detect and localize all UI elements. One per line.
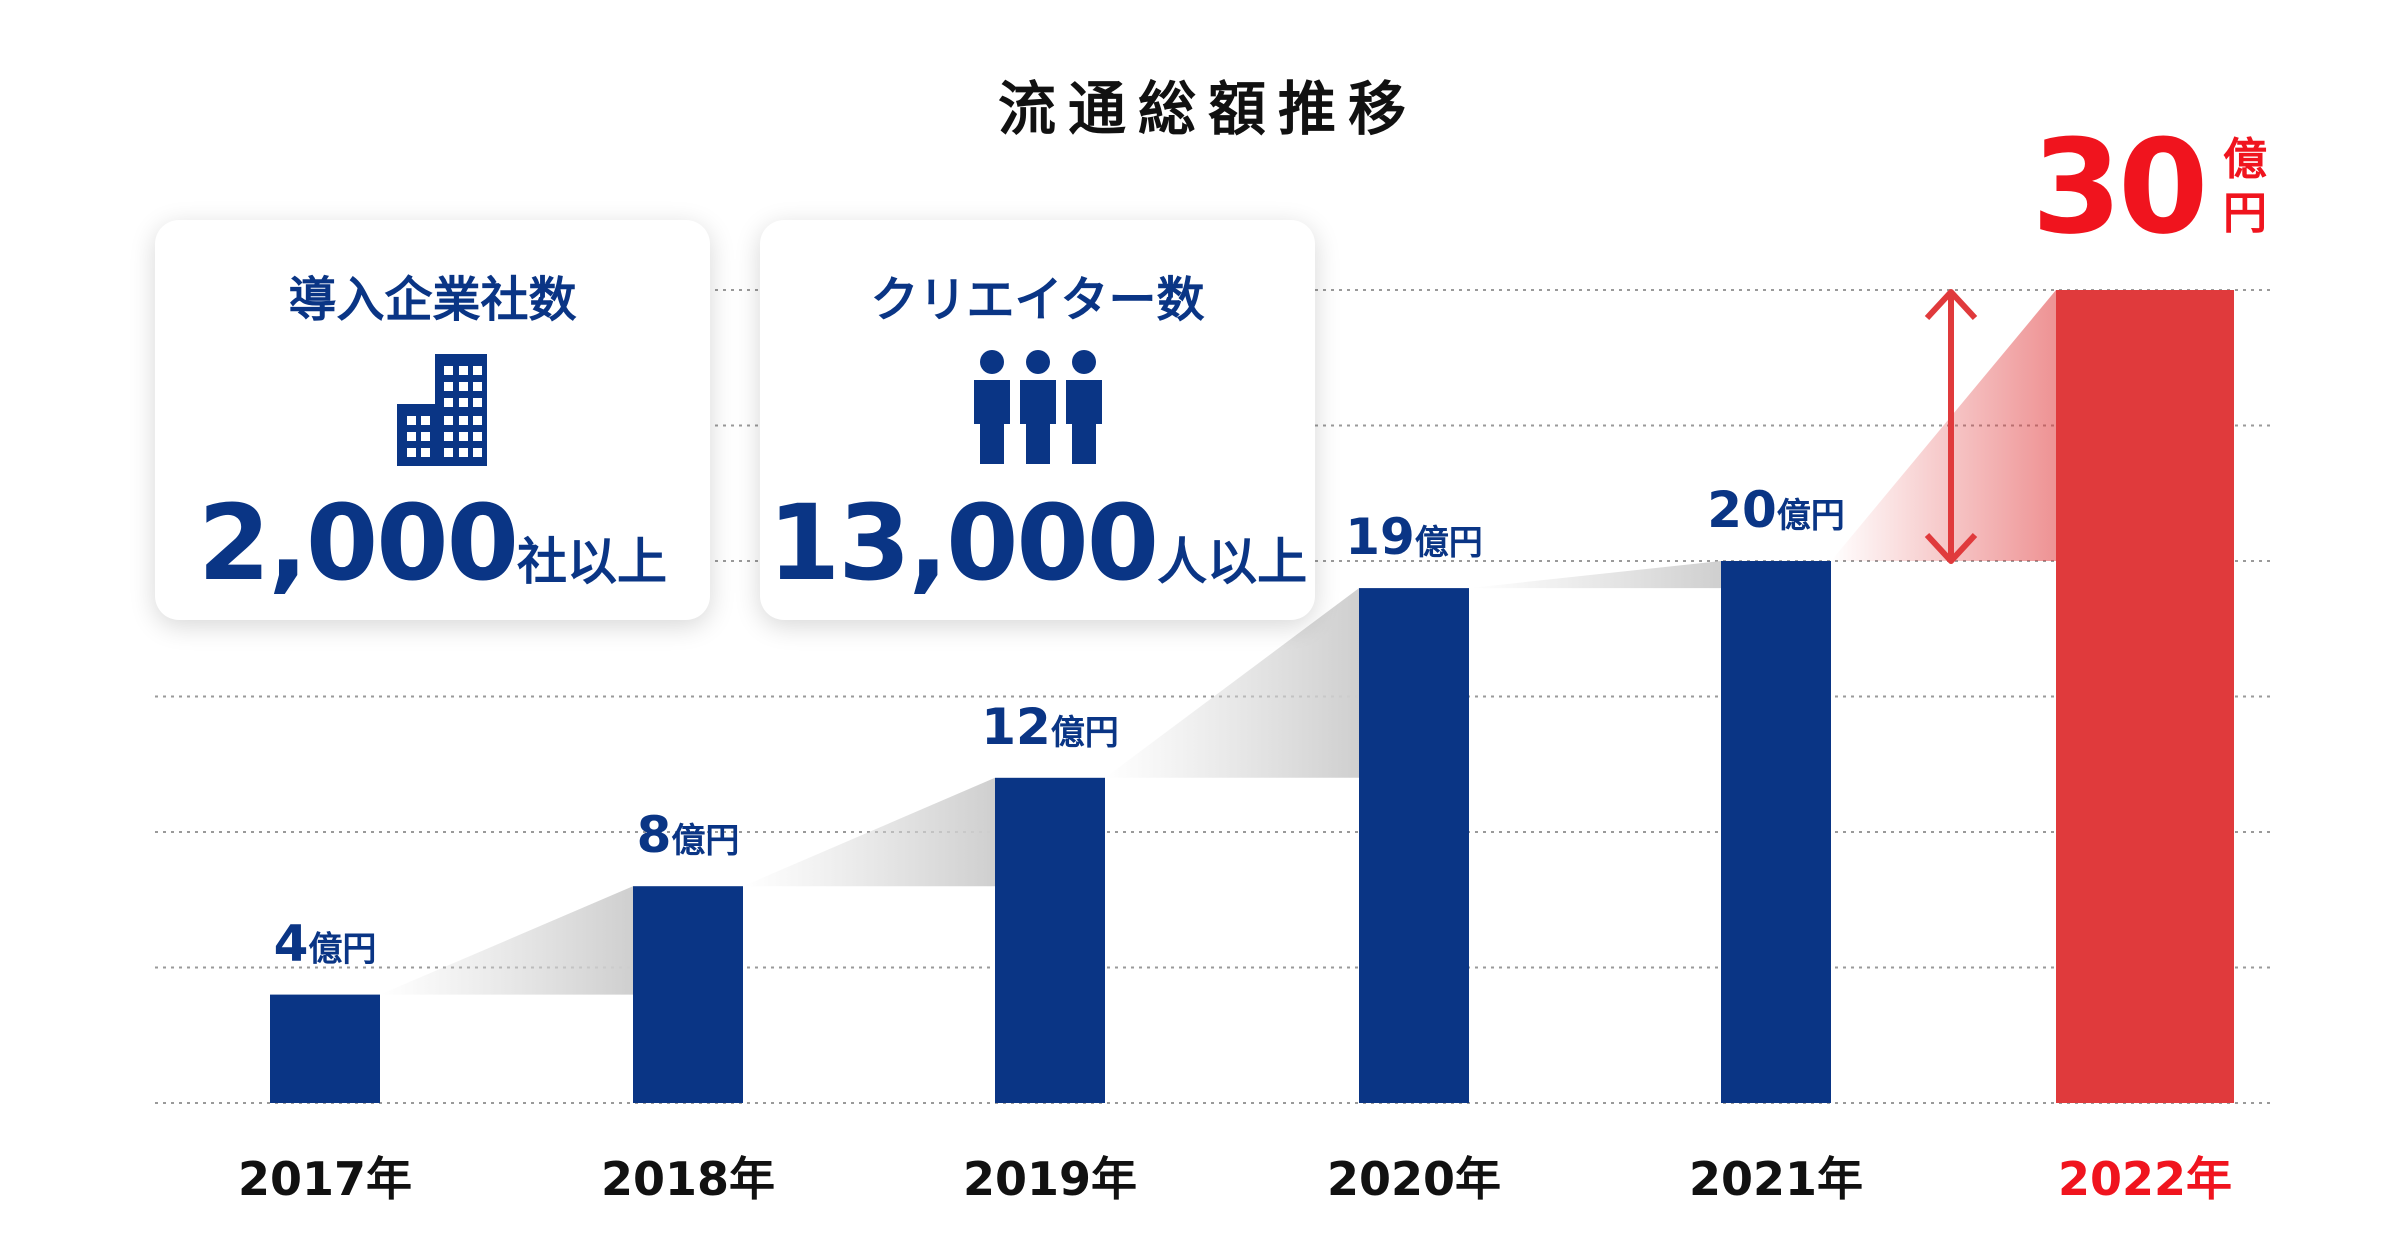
stat-card-creators: クリエイター数 13,000人以上 <box>760 220 1315 620</box>
value-label: 20億円 <box>1707 481 1845 539</box>
growth-arrow-icon <box>1924 289 1978 564</box>
bar-2020年 <box>1359 588 1469 1103</box>
category-label: 2019年 <box>963 1152 1137 1206</box>
value-label: 19億円 <box>1345 508 1483 566</box>
chart-title: 流通総額推移 <box>997 75 1418 143</box>
growth-connector <box>1831 290 2056 561</box>
value-label: 8億円 <box>637 806 740 864</box>
category-label: 2017年 <box>238 1152 412 1206</box>
value-unit-top: 億 <box>2223 134 2267 185</box>
growth-connector <box>743 777 995 887</box>
stat-value-creators: 13,000人以上 <box>767 482 1308 604</box>
category-label: 2020年 <box>1327 1152 1501 1206</box>
category-label: 2021年 <box>1689 1152 1863 1206</box>
bar-2022年 <box>2056 290 2234 1103</box>
stat-title-creators: クリエイター数 <box>870 272 1205 328</box>
value-unit-bottom: 円 <box>2223 188 2267 239</box>
bar-2017年 <box>270 994 380 1103</box>
stat-value-companies: 2,000社以上 <box>198 482 667 604</box>
bar-2018年 <box>633 886 743 1103</box>
growth-connector <box>1105 588 1359 778</box>
people-icon <box>760 348 1315 468</box>
category-label: 2018年 <box>601 1152 775 1206</box>
building-icon <box>155 348 710 468</box>
value-label: 12億円 <box>981 698 1119 756</box>
growth-connector <box>1469 561 1721 589</box>
value-label-highlight: 30 <box>2032 111 2205 263</box>
bar-2021年 <box>1721 561 1831 1103</box>
stat-title-companies: 導入企業社数 <box>288 272 577 328</box>
stat-card-companies: 導入企業社数 2,000社以上 <box>155 220 710 620</box>
value-label: 4億円 <box>274 915 377 973</box>
bar-2019年 <box>995 777 1105 1103</box>
growth-connector <box>380 886 633 995</box>
category-label: 2022年 <box>2058 1152 2232 1206</box>
